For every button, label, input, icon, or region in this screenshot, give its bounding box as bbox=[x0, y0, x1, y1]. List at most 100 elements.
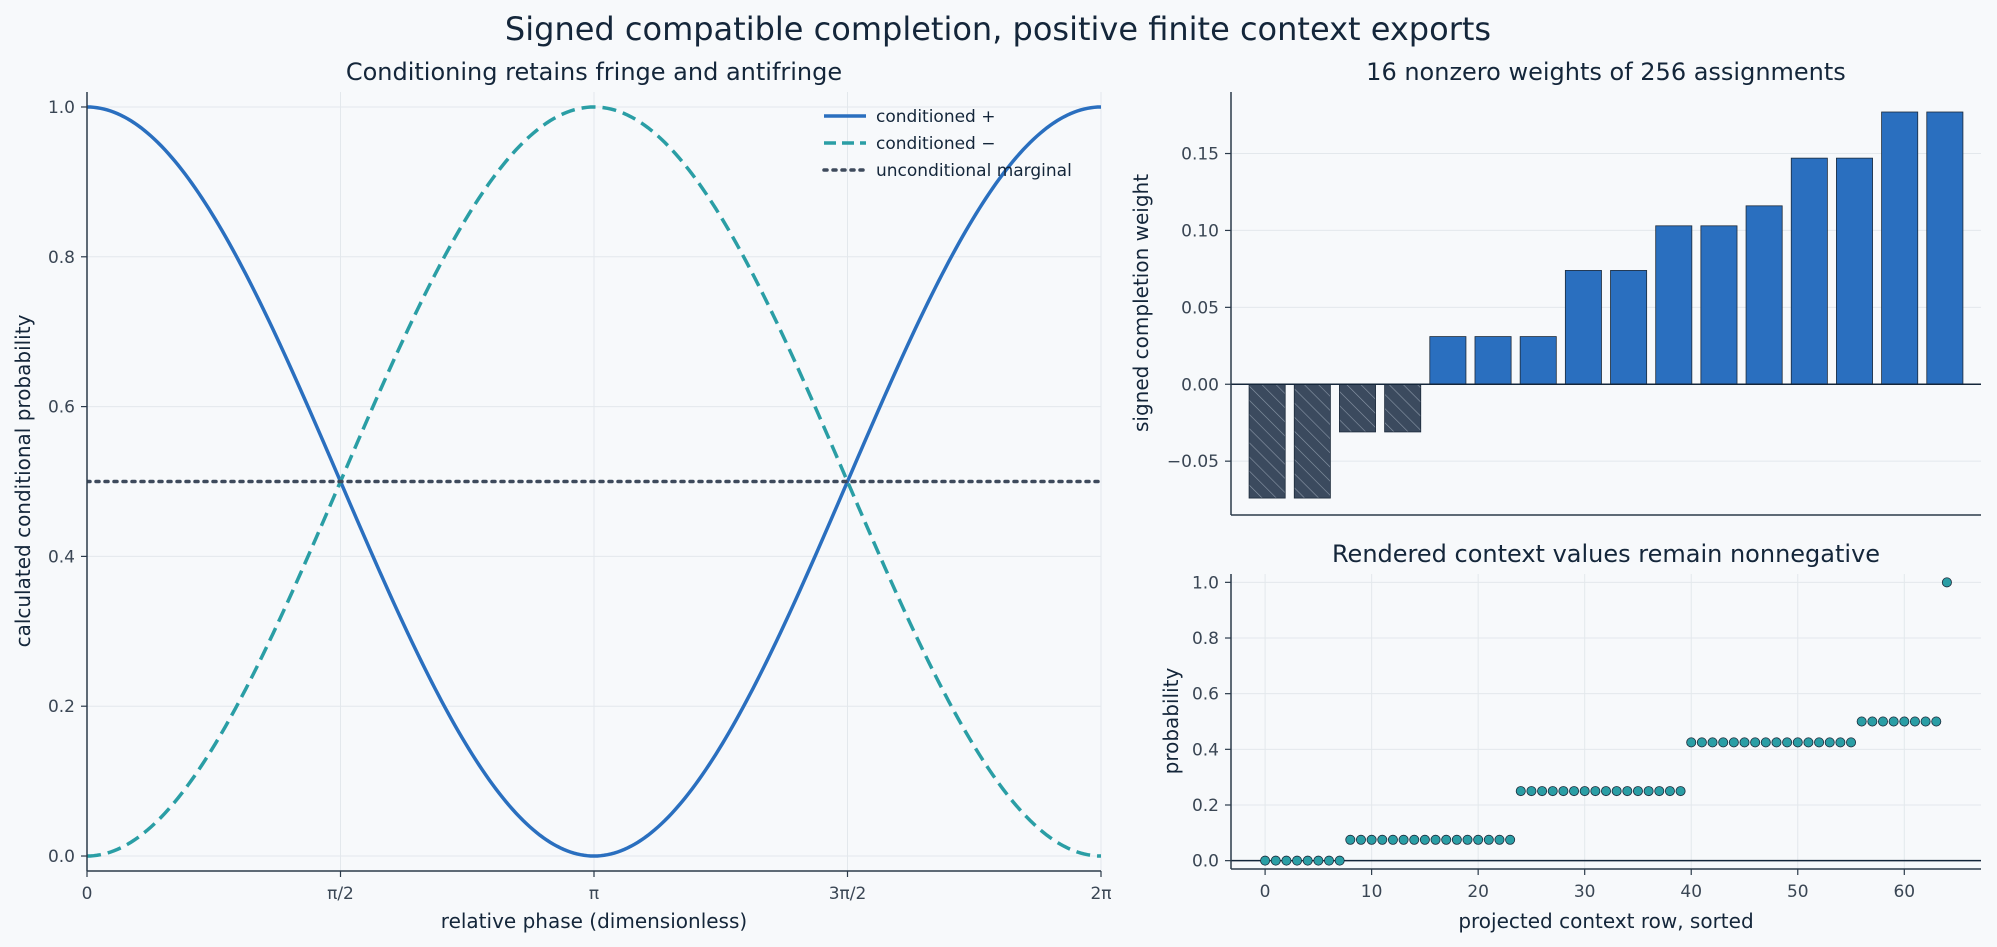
figure-suptitle: Signed compatible completion, positive f… bbox=[505, 10, 1491, 48]
negative-weight-bar bbox=[1248, 383, 1286, 499]
context-point bbox=[1707, 737, 1718, 748]
context-x-tick-label: 10 bbox=[1361, 882, 1383, 902]
negative-weight-bar bbox=[1384, 383, 1422, 433]
context-point bbox=[1771, 737, 1782, 748]
context-point bbox=[1611, 786, 1622, 797]
weight-bar bbox=[1881, 111, 1919, 385]
context-x-axis-label: projected context row, sorted bbox=[1458, 909, 1753, 933]
phase-chart: Conditioning retains fringe and antifrin… bbox=[11, 58, 1112, 933]
context-point bbox=[1345, 834, 1356, 845]
phase-y-tick-label: 1.0 bbox=[48, 98, 75, 118]
context-y-tick-label: 0.0 bbox=[1192, 852, 1219, 872]
context-x-tick-label: 60 bbox=[1893, 882, 1915, 902]
context-point bbox=[1941, 577, 1952, 588]
context-point bbox=[1824, 737, 1835, 748]
phase-x-tick-label: 0 bbox=[82, 884, 93, 904]
phase-y-tick-label: 0.4 bbox=[48, 547, 75, 567]
weight-bar bbox=[1429, 336, 1467, 385]
legend-label: unconditional marginal bbox=[876, 161, 1072, 181]
context-point bbox=[1558, 786, 1569, 797]
phase-y-ticks: 0.0 0.2 0.4 0.6 0.8 1.0 bbox=[48, 98, 87, 867]
weights-y-tick-label: 0.10 bbox=[1181, 221, 1219, 241]
phase-series-line bbox=[87, 105, 1101, 858]
weight-bar bbox=[1926, 111, 1964, 385]
phase-x-axis-label: relative phase (dimensionless) bbox=[441, 909, 747, 933]
context-y-tick-label: 1.0 bbox=[1192, 573, 1219, 593]
context-point bbox=[1909, 716, 1920, 727]
context-points bbox=[1260, 577, 1952, 866]
context-y-axis-label: probability bbox=[1159, 667, 1183, 774]
phase-x-tick-label: π/2 bbox=[327, 884, 354, 904]
context-point bbox=[1462, 834, 1473, 845]
context-point bbox=[1632, 786, 1643, 797]
phase-series-line bbox=[87, 105, 1101, 858]
context-point bbox=[1377, 834, 1388, 845]
context-point bbox=[1877, 716, 1888, 727]
context-point bbox=[1675, 786, 1686, 797]
context-point bbox=[1441, 834, 1452, 845]
context-point bbox=[1515, 786, 1526, 797]
context-y-ticks: 0.0 0.2 0.4 0.6 0.8 1.0 bbox=[1192, 573, 1231, 872]
context-point bbox=[1760, 737, 1771, 748]
context-point bbox=[1899, 716, 1910, 727]
negative-weight-bar bbox=[1339, 383, 1376, 433]
context-point bbox=[1782, 737, 1793, 748]
weight-bar bbox=[1700, 225, 1738, 385]
context-point bbox=[1473, 834, 1484, 845]
context-point bbox=[1590, 786, 1601, 797]
context-y-tick-label: 0.8 bbox=[1192, 629, 1219, 649]
context-point bbox=[1313, 855, 1324, 866]
context-point bbox=[1718, 737, 1729, 748]
context-point bbox=[1792, 737, 1803, 748]
legend-label: conditioned − bbox=[876, 134, 996, 154]
context-point bbox=[1494, 834, 1505, 845]
context-point bbox=[1920, 716, 1931, 727]
context-point bbox=[1302, 855, 1313, 866]
context-x-tick-label: 20 bbox=[1467, 882, 1489, 902]
context-point bbox=[1569, 786, 1580, 797]
context-y-tick-label: 0.2 bbox=[1192, 796, 1219, 816]
context-point bbox=[1856, 716, 1867, 727]
weights-y-tick-label: 0.15 bbox=[1181, 145, 1219, 165]
context-point bbox=[1579, 786, 1590, 797]
context-point bbox=[1867, 716, 1878, 727]
context-point bbox=[1260, 855, 1271, 866]
weights-y-tick-label: 0.00 bbox=[1181, 375, 1219, 395]
context-point bbox=[1846, 737, 1857, 748]
context-point bbox=[1664, 786, 1675, 797]
context-point bbox=[1419, 834, 1430, 845]
legend-label: conditioned + bbox=[876, 107, 996, 127]
context-point bbox=[1601, 786, 1612, 797]
weight-bar bbox=[1474, 336, 1512, 385]
phase-x-tick-label: 2π bbox=[1090, 884, 1111, 904]
context-point bbox=[1739, 737, 1750, 748]
context-point bbox=[1355, 834, 1366, 845]
context-point bbox=[1696, 737, 1707, 748]
weight-bar bbox=[1655, 225, 1693, 385]
weights-y-tick-label: −0.05 bbox=[1167, 452, 1219, 472]
context-point bbox=[1803, 737, 1814, 748]
context-point bbox=[1398, 834, 1409, 845]
context-point bbox=[1547, 786, 1558, 797]
context-point bbox=[1728, 737, 1739, 748]
context-point bbox=[1430, 834, 1441, 845]
phase-legend: conditioned + conditioned − unconditional … bbox=[822, 107, 1072, 181]
phase-y-tick-label: 0.6 bbox=[48, 398, 75, 418]
context-point bbox=[1281, 855, 1292, 866]
phase-y-tick-label: 0.2 bbox=[48, 697, 75, 717]
weights-bars bbox=[1248, 111, 1964, 499]
context-point bbox=[1505, 834, 1516, 845]
context-point bbox=[1366, 834, 1377, 845]
phase-x-tick-label: π bbox=[589, 884, 599, 904]
context-y-tick-label: 0.4 bbox=[1192, 740, 1219, 760]
phase-y-tick-label: 0.8 bbox=[48, 248, 75, 268]
context-point bbox=[1686, 737, 1697, 748]
context-x-tick-label: 40 bbox=[1680, 882, 1702, 902]
weight-bar bbox=[1745, 205, 1783, 385]
weights-y-tick-label: 0.05 bbox=[1181, 298, 1219, 318]
weight-bar bbox=[1836, 157, 1873, 385]
context-point bbox=[1387, 834, 1398, 845]
context-point bbox=[1888, 716, 1899, 727]
phase-x-ticks: 0 π/2 π 3π/2 2π bbox=[82, 871, 1112, 904]
